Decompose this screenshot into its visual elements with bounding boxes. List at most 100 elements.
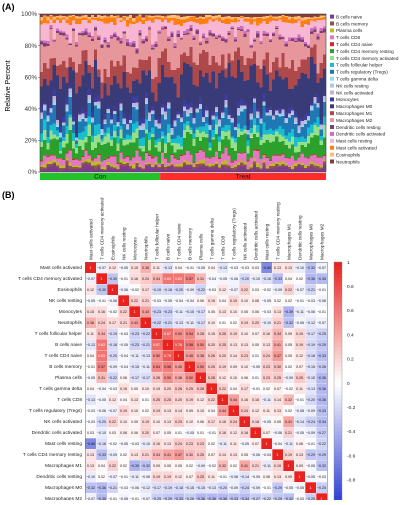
bar-segment [173,157,176,158]
bar-segment [199,166,202,172]
bar-segment [193,63,196,85]
bar-segment [104,144,107,160]
bar-segment [113,125,116,131]
bar-segment [56,29,59,32]
bar-segment [88,20,91,23]
bar-segment [304,114,307,119]
bar-segment [107,16,110,17]
bar-segment [177,34,180,37]
cell-value: −0.23 [130,332,139,336]
bar-segment [56,123,59,125]
bar-segment [218,165,221,167]
bar-segment [234,129,237,130]
bar-segment [193,167,196,169]
cell-value: −0.06 [108,299,117,303]
cell-value: −0.13 [163,266,172,270]
bar-segment [231,22,234,27]
cell-value: −0.36 [317,376,326,380]
bar-segment [154,164,157,166]
cell-value: −0.10 [141,442,150,446]
bar-segment [237,108,240,111]
scale-step [334,351,342,355]
bar-segment [186,164,189,165]
cell-value: 0.22 [131,299,138,303]
cell-value: −0.32 [86,486,95,490]
bar-segment [110,115,113,120]
bar-segment [183,20,186,23]
bar-segment [266,52,269,74]
bar-segment [183,111,186,123]
bar-segment [75,42,78,45]
cell-value: 0.19 [296,332,303,336]
bar-segment [173,25,176,43]
cell-value: 0.16 [241,398,248,402]
bar-segment [227,18,230,24]
bar-segment [193,134,196,139]
bar-segment [234,124,237,127]
bar-segment [212,167,215,172]
cell-value: −0.05 [196,266,205,270]
cell-value: 0.38 [197,354,204,358]
bar-segment [180,117,183,119]
cell-value: 0.30 [186,453,193,457]
cell-value: −0.17 [306,332,315,336]
bar-segment [253,42,256,52]
bar-segment [250,45,253,46]
bar-segment [123,120,126,123]
bar-segment [316,157,319,164]
bar-segment [104,170,107,171]
cell-value: 0.67 [153,343,160,347]
bar-segment [262,134,265,142]
bar-segment [81,140,84,150]
bar-segment [170,31,173,33]
bar-segment [135,150,138,161]
legend-swatch [330,104,334,108]
bar-segment [285,118,288,119]
bar-segment [75,159,78,165]
bar-segment [104,119,107,122]
row-label: Eosinophils [57,287,82,293]
bar-segment [46,156,49,157]
legend-label: T cells CD4 memory activated [336,56,399,61]
scale-step [334,270,342,274]
bar-segment [208,151,211,158]
cell-value: 0.19 [153,475,160,479]
bar-segment [224,104,227,105]
bar-segment [56,16,59,17]
bar-segment [177,115,180,116]
bar-segment [46,162,49,164]
bar-segment [304,20,307,24]
bar-segment [154,126,157,140]
cell-value: 0.50 [197,343,204,347]
bar-segment [107,133,110,142]
cell-value: 1 [112,288,114,292]
bar-segment [65,161,68,165]
bar-segment [59,89,62,127]
bar-segment [189,16,192,17]
bar-segment [145,39,148,42]
bar-segment [269,164,272,166]
bar-segment [186,34,189,56]
bar-segment [310,109,313,111]
bar-segment [224,17,227,19]
bar-segment [301,60,304,73]
bar-segment [202,166,205,172]
bar-segment [53,23,56,40]
cell-value: −0.06 [130,486,139,490]
bar-segment [148,26,151,28]
bar-segment [253,125,256,134]
bar-segment [243,162,246,165]
bar-segment [250,119,253,128]
cell-value: 0.02 [285,299,292,303]
bar-segment [215,35,218,38]
bar-segment [113,113,116,114]
bar-segment [81,31,84,33]
bar-segment [307,144,310,158]
cell-value: 0.04 [87,387,94,391]
bar-segment [104,167,107,169]
cell-value: −0.03 [207,288,216,292]
bar-segment [269,17,272,22]
cell-value: −0.06 [141,475,150,479]
bar-segment [126,46,129,71]
bar-segment [81,150,84,156]
